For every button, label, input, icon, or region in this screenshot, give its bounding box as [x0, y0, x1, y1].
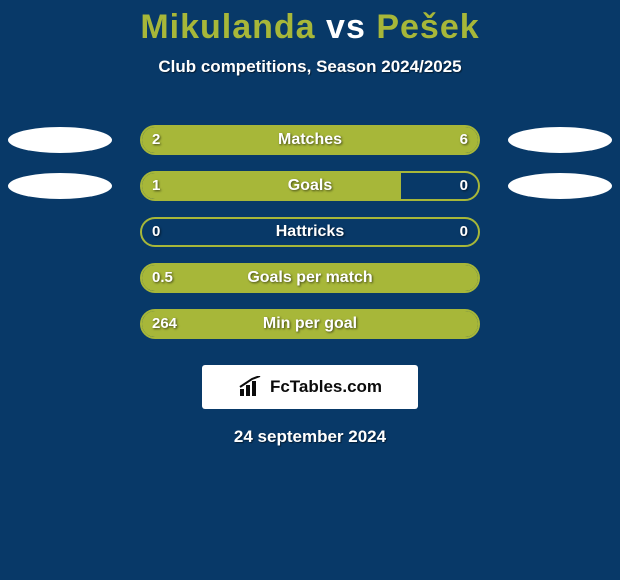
- stat-row: Goals10: [0, 163, 620, 209]
- stat-fill-left: [142, 265, 478, 293]
- stat-track: [140, 309, 480, 339]
- stat-track: [140, 125, 480, 155]
- stat-row: Goals per match0.5: [0, 255, 620, 301]
- subtitle: Club competitions, Season 2024/2025: [0, 57, 620, 77]
- stat-track: [140, 263, 480, 293]
- vs-text: vs: [326, 8, 366, 46]
- stat-track: [140, 217, 480, 247]
- stat-fill-left: [142, 173, 401, 201]
- comparison-card: Mikulanda vs Pešek Club competitions, Se…: [0, 0, 620, 580]
- source-badge: FcTables.com: [202, 365, 418, 409]
- page-title: Mikulanda vs Pešek: [0, 0, 620, 47]
- stat-row: Min per goal264: [0, 301, 620, 347]
- date-text: 24 september 2024: [0, 427, 620, 447]
- player1-marker: [8, 173, 112, 199]
- stat-track: [140, 171, 480, 201]
- stat-fill-right: [216, 127, 478, 155]
- player2-marker: [508, 173, 612, 199]
- player1-name: Mikulanda: [140, 8, 315, 46]
- stats-list: Matches26Goals10Hattricks00Goals per mat…: [0, 117, 620, 347]
- player1-marker: [8, 127, 112, 153]
- stat-fill-left: [142, 311, 478, 339]
- stat-row: Matches26: [0, 117, 620, 163]
- chart-icon: [238, 376, 264, 398]
- player2-name: Pešek: [376, 8, 479, 46]
- player2-marker: [508, 127, 612, 153]
- stat-fill-left: [142, 127, 216, 155]
- source-badge-text: FcTables.com: [270, 377, 382, 397]
- stat-row: Hattricks00: [0, 209, 620, 255]
